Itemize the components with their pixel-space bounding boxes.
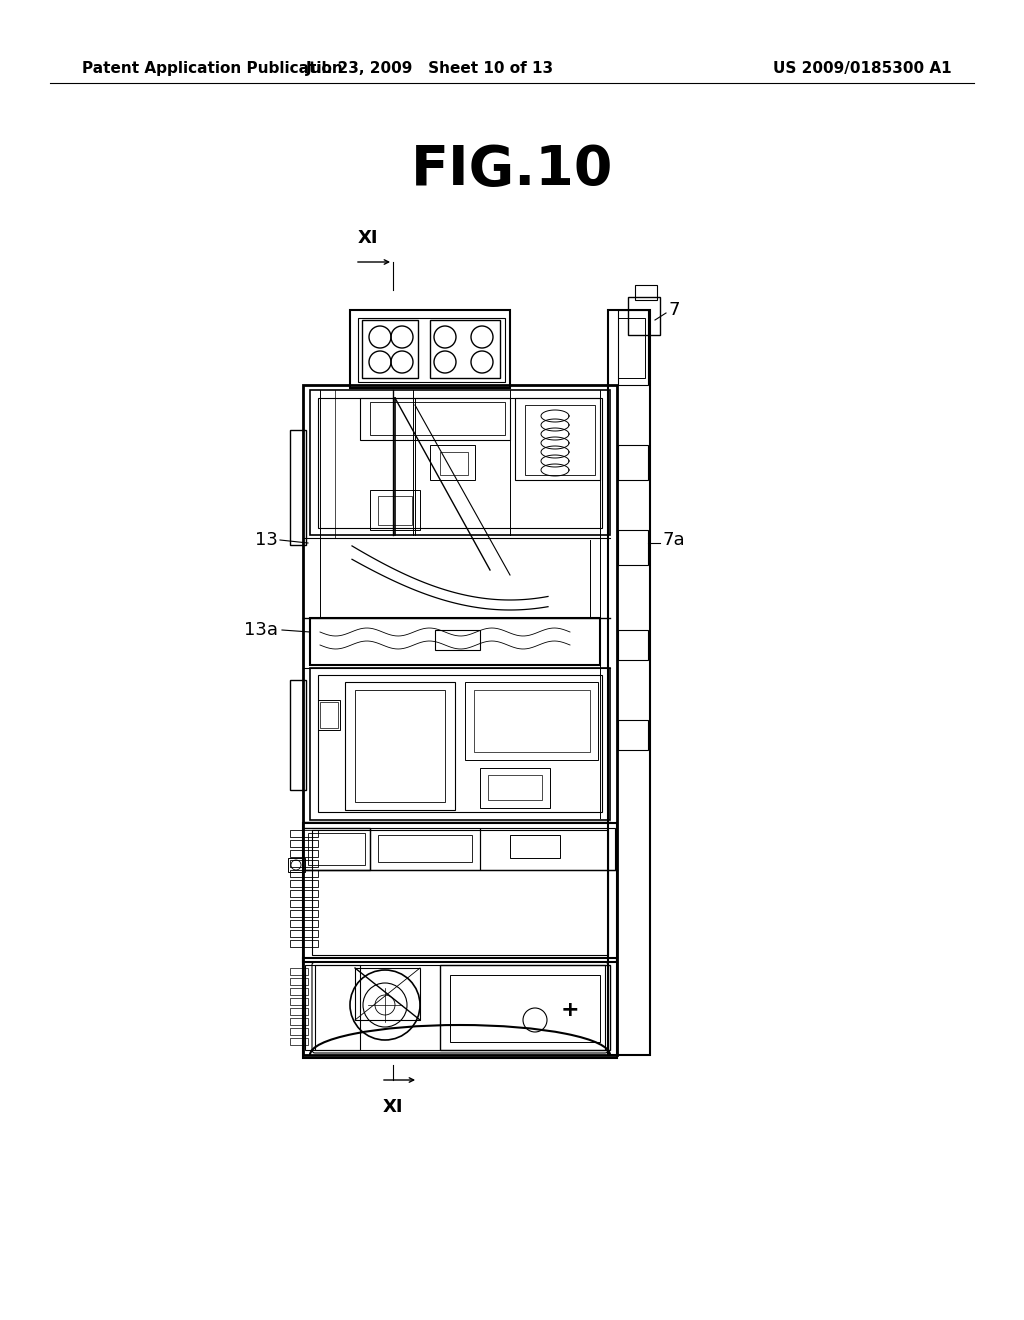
Text: FIG.10: FIG.10 <box>411 143 613 197</box>
Bar <box>618 719 648 750</box>
Bar <box>290 1028 308 1035</box>
Bar <box>350 310 510 388</box>
Text: +: + <box>561 1001 580 1020</box>
Bar <box>312 830 608 954</box>
Text: 7: 7 <box>668 301 680 319</box>
Text: 13a: 13a <box>244 620 278 639</box>
Bar <box>370 490 420 531</box>
Bar <box>290 998 308 1005</box>
Bar <box>303 822 617 962</box>
Bar <box>345 682 455 810</box>
Text: Jul. 23, 2009   Sheet 10 of 13: Jul. 23, 2009 Sheet 10 of 13 <box>306 61 554 75</box>
Bar <box>430 319 500 378</box>
Bar <box>290 840 318 847</box>
Bar <box>608 310 650 1055</box>
Text: 13: 13 <box>255 531 278 549</box>
Bar <box>515 399 600 480</box>
Bar <box>480 828 615 870</box>
Bar <box>450 975 600 1041</box>
Bar <box>480 768 550 808</box>
Bar <box>488 775 542 800</box>
Bar <box>315 965 605 1049</box>
Bar <box>355 690 445 803</box>
Bar <box>378 836 472 862</box>
Bar <box>318 700 340 730</box>
Bar <box>290 880 318 887</box>
Bar <box>618 445 648 480</box>
Bar <box>618 318 645 378</box>
Bar <box>628 297 660 335</box>
Bar <box>303 828 370 870</box>
Bar <box>319 702 338 729</box>
Bar <box>318 675 602 812</box>
Bar <box>370 403 505 436</box>
Bar <box>362 319 418 378</box>
Bar <box>290 1008 308 1015</box>
Bar <box>370 828 480 870</box>
Bar <box>618 630 648 660</box>
Bar <box>618 310 648 385</box>
Bar <box>308 833 365 865</box>
Text: US 2009/0185300 A1: US 2009/0185300 A1 <box>773 61 952 75</box>
Bar <box>290 430 306 545</box>
Bar <box>318 399 602 528</box>
Bar <box>290 987 308 995</box>
Bar <box>290 900 318 907</box>
Bar <box>435 630 480 649</box>
Bar <box>305 965 360 1049</box>
Bar <box>635 285 657 300</box>
Bar <box>290 1018 308 1026</box>
Bar <box>358 318 505 381</box>
Bar <box>288 858 305 873</box>
Bar <box>310 668 610 820</box>
Bar <box>290 909 318 917</box>
Bar <box>310 618 600 665</box>
Bar <box>303 385 617 1055</box>
Bar <box>360 399 510 440</box>
Bar <box>510 836 560 858</box>
Text: XI: XI <box>383 1098 403 1115</box>
Bar <box>474 690 590 752</box>
Text: XI: XI <box>357 228 378 247</box>
Bar <box>310 389 610 535</box>
Bar <box>290 920 318 927</box>
Bar <box>440 451 468 475</box>
Bar <box>290 870 318 876</box>
Text: Patent Application Publication: Patent Application Publication <box>82 61 343 75</box>
Bar <box>290 931 318 937</box>
Bar <box>290 978 308 985</box>
Bar <box>618 531 648 565</box>
Bar <box>290 940 318 946</box>
Bar <box>290 968 308 975</box>
Bar <box>525 405 595 475</box>
Text: 7a: 7a <box>662 531 685 549</box>
Bar <box>303 958 617 1059</box>
Bar <box>290 680 306 789</box>
Bar <box>465 682 598 760</box>
Bar <box>430 445 475 480</box>
Bar <box>440 965 610 1049</box>
Bar <box>290 890 318 898</box>
Bar <box>290 1038 308 1045</box>
Bar <box>378 496 412 525</box>
Bar <box>290 861 318 867</box>
Bar <box>290 830 318 837</box>
Bar <box>290 850 318 857</box>
